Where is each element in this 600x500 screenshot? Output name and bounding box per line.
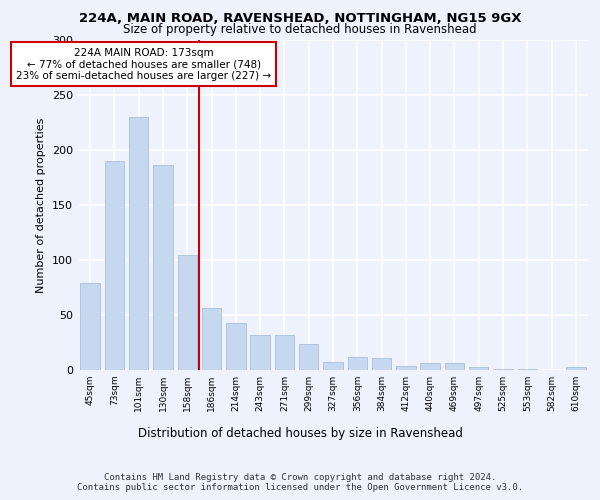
Text: Contains HM Land Registry data © Crown copyright and database right 2024.
Contai: Contains HM Land Registry data © Crown c…	[77, 472, 523, 492]
Bar	[372, 358, 391, 370]
Y-axis label: Number of detached properties: Number of detached properties	[37, 118, 46, 292]
Bar	[518, 369, 537, 370]
Bar	[347, 357, 367, 370]
Text: 224A MAIN ROAD: 173sqm
← 77% of detached houses are smaller (748)
23% of semi-de: 224A MAIN ROAD: 173sqm ← 77% of detached…	[16, 48, 271, 81]
Bar	[153, 166, 173, 370]
Bar	[275, 335, 294, 370]
Bar	[299, 344, 319, 370]
Bar	[445, 364, 464, 370]
Text: Size of property relative to detached houses in Ravenshead: Size of property relative to detached ho…	[123, 22, 477, 36]
Bar	[493, 369, 513, 370]
Bar	[250, 335, 270, 370]
Bar	[129, 117, 148, 370]
Text: 224A, MAIN ROAD, RAVENSHEAD, NOTTINGHAM, NG15 9GX: 224A, MAIN ROAD, RAVENSHEAD, NOTTINGHAM,…	[79, 12, 521, 26]
Bar	[80, 283, 100, 370]
Bar	[105, 161, 124, 370]
Bar	[202, 308, 221, 370]
Bar	[469, 366, 488, 370]
Bar	[323, 362, 343, 370]
Text: Distribution of detached houses by size in Ravenshead: Distribution of detached houses by size …	[137, 428, 463, 440]
Bar	[396, 366, 416, 370]
Bar	[421, 364, 440, 370]
Bar	[226, 322, 245, 370]
Bar	[566, 366, 586, 370]
Bar	[178, 254, 197, 370]
